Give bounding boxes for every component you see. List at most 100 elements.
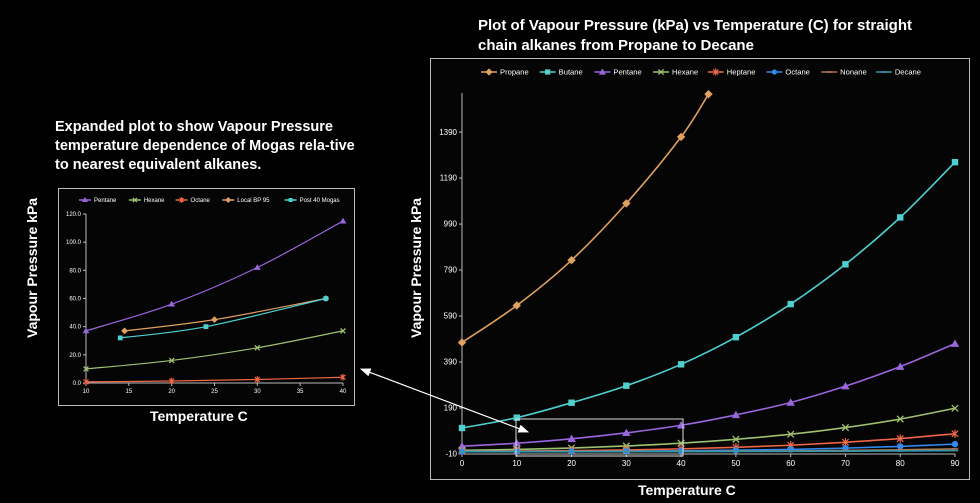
data-point-pentane [253, 264, 261, 270]
data-point-pentane [512, 438, 521, 447]
expanded-chart: 10 15 20 25 30 35 40 0.0 20.0 40.0 60.0 80.0 100.0 12… [66, 197, 347, 395]
legend-label-butane: Butane [559, 68, 583, 77]
data-point-pentane [339, 217, 347, 224]
data-point-pentane [168, 300, 176, 307]
x-tick-label: 10 [512, 459, 521, 468]
legend-label-nonane: Nonane [840, 68, 867, 77]
data-point-pentane [786, 398, 795, 406]
data-point-pentane [567, 434, 576, 443]
legend: Pentane Hexane Octane Local BP 95 Post 40 Mo… [79, 197, 340, 204]
data-point-octane [897, 443, 904, 450]
data-point-hexane [83, 366, 89, 372]
series-line-decane [461, 449, 956, 453]
y-tick-label: 390 [444, 358, 458, 367]
legend-marker-octane [771, 69, 778, 75]
data-point-butane [951, 159, 959, 166]
x-tick-label: 60 [786, 459, 795, 468]
series-post-40-mogas [117, 296, 329, 341]
legend-marker-butane [545, 69, 551, 75]
x-tick-label: 25 [211, 389, 218, 395]
data-point-butane [623, 382, 630, 389]
y-tick-label: 80.0 [69, 268, 81, 274]
x-tick-label: 30 [254, 389, 261, 395]
data-point-octane [340, 373, 346, 381]
expanded-chart-title: Expanded plot to show Vapour Pressure te… [55, 119, 355, 173]
data-point-pentane [622, 428, 631, 437]
y-tick-label: 590 [444, 312, 458, 321]
x-tick-label: 20 [168, 389, 175, 395]
data-point-pentane [82, 327, 90, 334]
data-point-butane [732, 333, 740, 341]
data-point-post-40-mogas [323, 296, 329, 301]
data-point-hexane [340, 328, 346, 334]
data-point-post-40-mogas [203, 324, 209, 330]
x-tick-label: 35 [297, 389, 304, 395]
legend: Propane Butane Pentane Hexane Heptane Octane N… [481, 68, 921, 77]
data-point-local-bp-95 [121, 327, 128, 335]
data-point-hexane [896, 415, 904, 423]
expanded-chart-panel: 10 15 20 25 30 35 40 0.0 20.0 40.0 60.0 80.0 100.0 12… [58, 188, 355, 406]
legend-label-hexane: Hexane [144, 198, 165, 204]
legend-marker-pentane [598, 68, 606, 75]
series-line-pentane [461, 342, 956, 447]
series-line-butane [461, 161, 956, 429]
zoom-arrow [359, 368, 530, 433]
y-tick-label: 100.0 [66, 240, 82, 246]
series-decane [458, 449, 959, 453]
y-tick-label: 1390 [439, 128, 457, 137]
series-pentane [82, 217, 347, 334]
legend-marker-local-bp-95 [225, 197, 232, 203]
x-tick-label: 50 [731, 459, 740, 468]
legend-marker-pentane [82, 197, 88, 202]
series-hexane [83, 328, 346, 372]
legend-label-heptane: Heptane [727, 68, 756, 77]
data-point-pentane [950, 339, 960, 347]
data-point-hexane [787, 430, 795, 438]
data-point-hexane [168, 357, 175, 364]
data-point-heptane [896, 434, 904, 443]
x-tick-label: 0 [460, 459, 465, 468]
legend-marker-heptane [712, 68, 719, 76]
legend-label-pentane: Pentane [613, 68, 641, 77]
series-line-hexane [85, 330, 344, 370]
data-point-heptane [951, 429, 959, 438]
series-line-octane [85, 376, 344, 383]
data-point-butane [677, 361, 685, 368]
y-tick-label: 0.0 [73, 381, 82, 387]
y-tick-label: 1190 [440, 174, 458, 183]
y-tick-label: 20.0 [69, 353, 81, 359]
zoom-region-box [515, 418, 684, 457]
expanded-x-axis-label: Temperature C [150, 408, 248, 424]
data-point-pentane [731, 410, 741, 419]
x-tick-label: 40 [677, 459, 686, 468]
data-point-pentane [841, 381, 850, 390]
data-point-post-40-mogas [117, 335, 123, 341]
data-point-hexane [254, 344, 261, 351]
data-point-butane [787, 300, 794, 308]
data-point-propane [704, 89, 713, 99]
legend-label-decane: Decane [895, 68, 921, 77]
data-point-pentane [896, 362, 905, 370]
data-point-octane [254, 376, 261, 383]
y-tick-label: 790 [444, 266, 458, 275]
x-tick-label: 40 [340, 389, 347, 395]
legend-marker-hexane [132, 197, 138, 203]
legend-label-hexane: Hexane [672, 68, 698, 77]
legend-label-local-bp-95: Local BP 95 [237, 198, 270, 204]
y-tick-label: 60.0 [69, 297, 81, 303]
legend-label-propane: Propane [500, 68, 529, 77]
x-tick-label: 90 [951, 459, 960, 468]
legend-marker-propane [485, 68, 493, 76]
x-tick-label: 15 [125, 389, 132, 395]
data-point-hexane [732, 435, 740, 443]
data-point-hexane [841, 423, 850, 432]
data-point-butane [897, 214, 904, 221]
x-tick-label: 30 [622, 459, 631, 468]
data-point-hexane [951, 404, 959, 412]
legend-label-octane: Octane [785, 68, 809, 77]
legend-marker-post-40-mogas [288, 198, 293, 202]
series-octane [83, 373, 346, 386]
main-x-axis-label: Temperature C [638, 482, 736, 498]
series-line-pentane [85, 220, 344, 332]
y-tick-label: 40.0 [69, 325, 81, 331]
